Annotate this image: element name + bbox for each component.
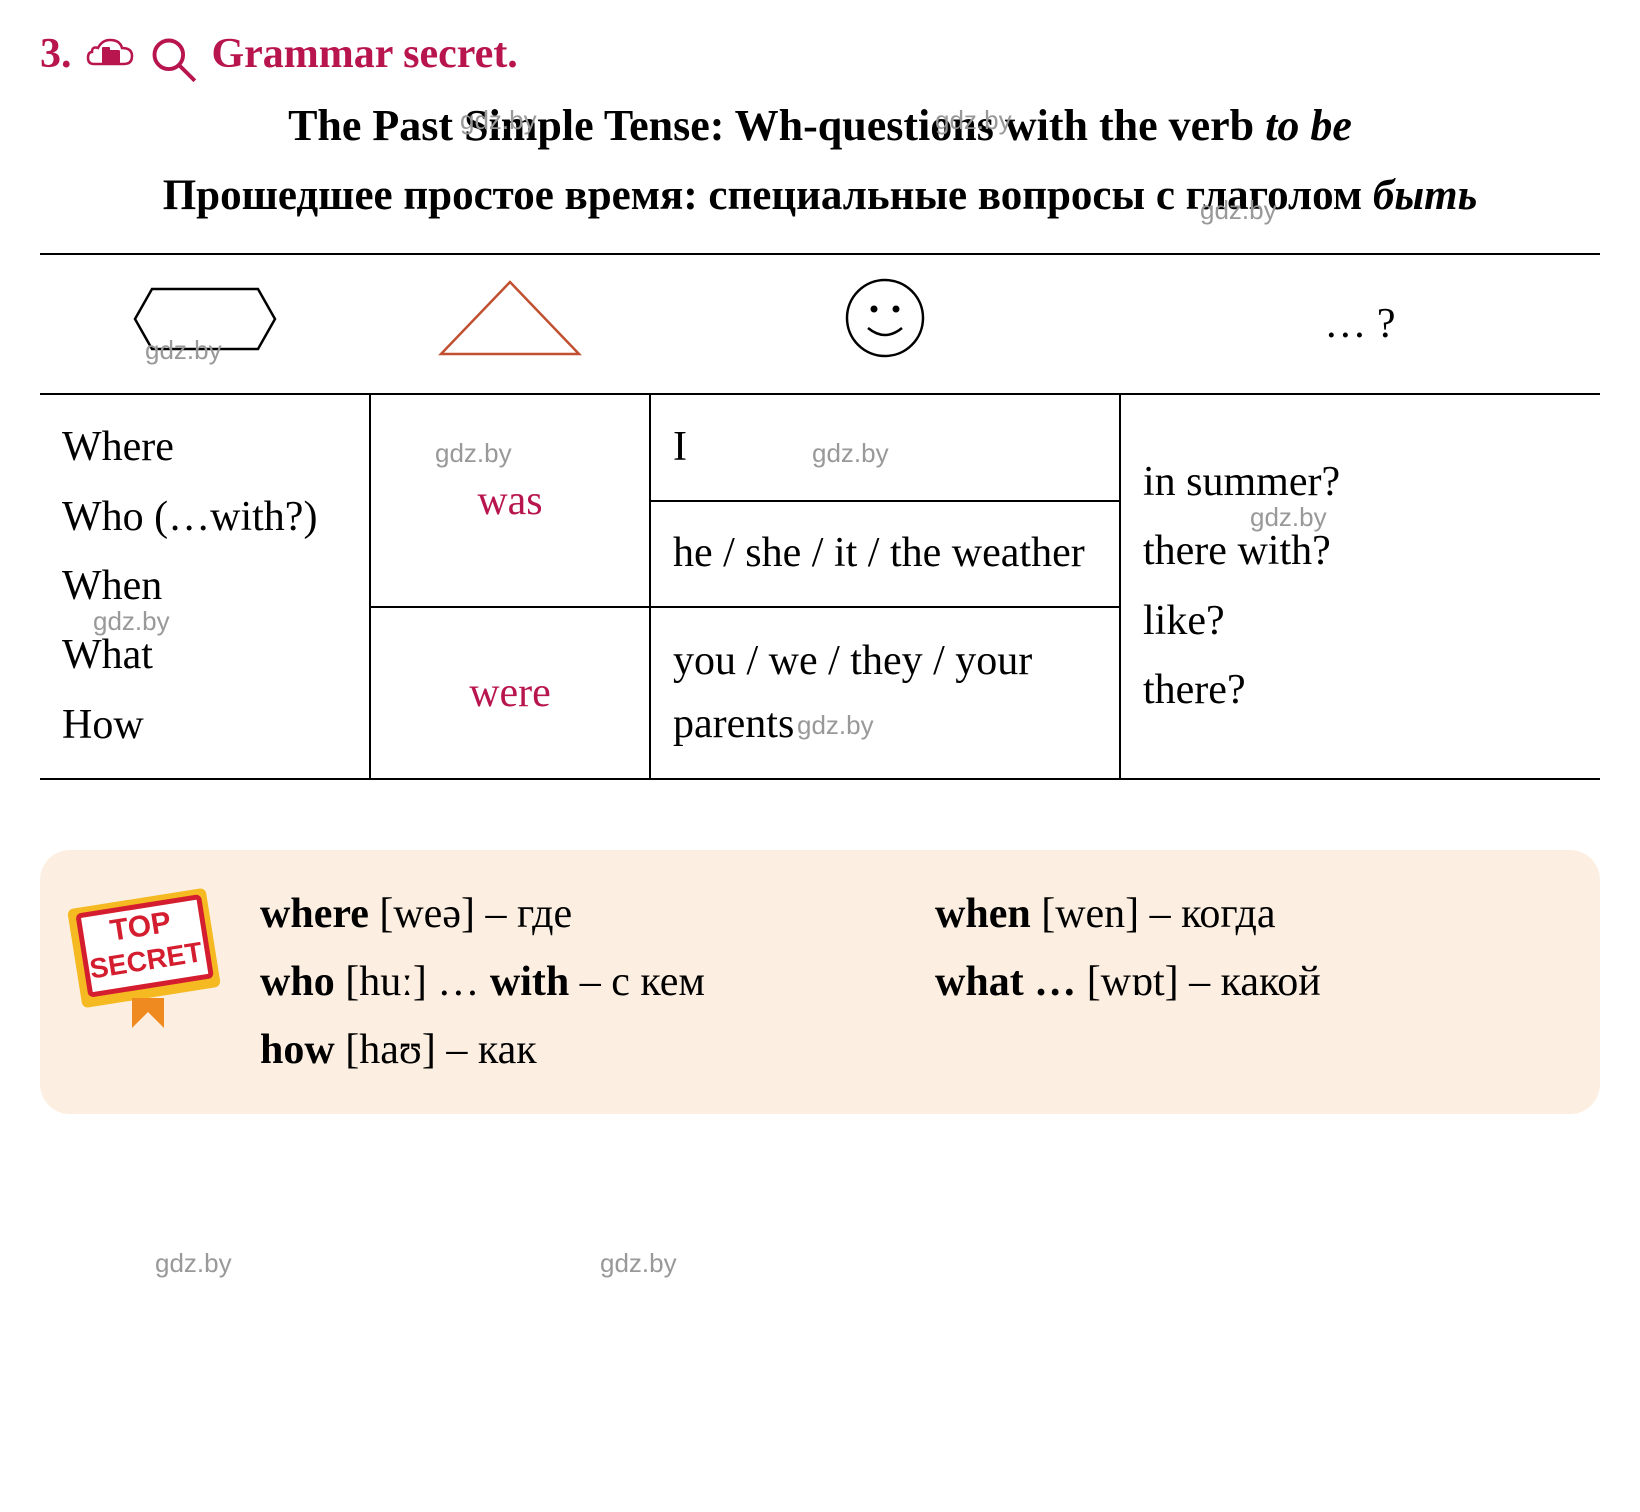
vocab-how: how [haʊ] – как: [260, 1026, 1550, 1074]
header-octagon-cell: [40, 254, 370, 394]
header-smiley-cell: [650, 254, 1120, 394]
watermark-text: gdz.by: [600, 1248, 677, 1279]
wh-words: Where Who (…with?) When What How: [62, 413, 347, 759]
vocab-who: who [huː] … with – с кем: [260, 958, 875, 1006]
vocab-where: where [weə] – где: [260, 890, 875, 938]
subject-he-cell: he / she / it / the weather: [650, 501, 1120, 607]
watermark-text: gdz.by: [155, 1248, 232, 1279]
subject-i: I: [673, 416, 1097, 479]
vocab-phon: [weə] – где: [369, 891, 572, 937]
vocab-word: who: [260, 959, 335, 1005]
vocab-word: where: [260, 891, 369, 937]
subtitle-italic: быть: [1373, 172, 1477, 219]
main-title-italic: to be: [1265, 101, 1352, 150]
subtitle-text: Прошедшее простое время: специальные воп…: [163, 172, 1373, 219]
header-triangle-cell: [370, 254, 650, 394]
vocab-when: when [wen] – когда: [935, 890, 1550, 938]
grammar-table: … ? Where Who (…with?) When What How was…: [40, 253, 1600, 779]
magnifier-icon: [148, 34, 200, 74]
exercise-number: 3.: [40, 30, 72, 78]
vocab-what: what … [wɒt] – какой: [935, 958, 1550, 1006]
verb-was-cell: was: [370, 394, 650, 606]
vocab-word: how: [260, 1027, 335, 1073]
exercise-title: Grammar secret.: [212, 30, 518, 78]
exercise-header: 3. Grammar secret.: [40, 30, 1600, 78]
topsecret-badge: TOP SECRET: [62, 880, 232, 1030]
page-container: gdz.bygdz.bygdz.bygdz.bygdz.bygdz.bygdz.…: [40, 30, 1600, 1114]
vocab-phon: [wen] – когда: [1031, 891, 1276, 937]
cloud-folder-icon: [84, 34, 136, 74]
vocab-phon: [haʊ] – как: [335, 1027, 537, 1073]
subtitle: Прошедшее простое время: специальные воп…: [40, 167, 1600, 225]
subject-you: you / we / they / your parents: [673, 630, 1097, 756]
vocab-with: with: [490, 959, 569, 1005]
vocab-grid: where [weə] – где when [wen] – когда who…: [260, 890, 1550, 1074]
vocab-phon: [wɒt] – какой: [1076, 959, 1321, 1005]
subject-he: he / she / it / the weather: [673, 522, 1097, 585]
subject-you-cell: you / we / they / your parents: [650, 607, 1120, 779]
smiley-icon: [843, 276, 928, 372]
main-title-text: The Past Simple Tense: Wh-questions with…: [288, 101, 1265, 150]
vocab-mid: [huː] …: [335, 959, 490, 1005]
subject-i-cell: I: [650, 394, 1120, 500]
verb-were-cell: were: [370, 607, 650, 779]
topsecret-box: TOP SECRET where [weə] – где when [wen] …: [40, 850, 1600, 1114]
end-words: in summer? there with? like? there?: [1143, 448, 1578, 725]
triangle-icon: [435, 276, 585, 372]
main-title: The Past Simple Tense: Wh-questions with…: [40, 96, 1600, 155]
wh-words-cell: Where Who (…with?) When What How: [40, 394, 370, 778]
end-words-cell: in summer? there with? like? there?: [1120, 394, 1600, 778]
header-question-cell: … ?: [1120, 254, 1600, 394]
table-header-row: … ?: [40, 254, 1600, 394]
vocab-phon: – с кем: [569, 959, 705, 1005]
vocab-word: when: [935, 891, 1031, 937]
vocab-word: what …: [935, 959, 1076, 1005]
table-row: Where Who (…with?) When What How was I i…: [40, 394, 1600, 500]
octagon-icon: [130, 284, 280, 365]
